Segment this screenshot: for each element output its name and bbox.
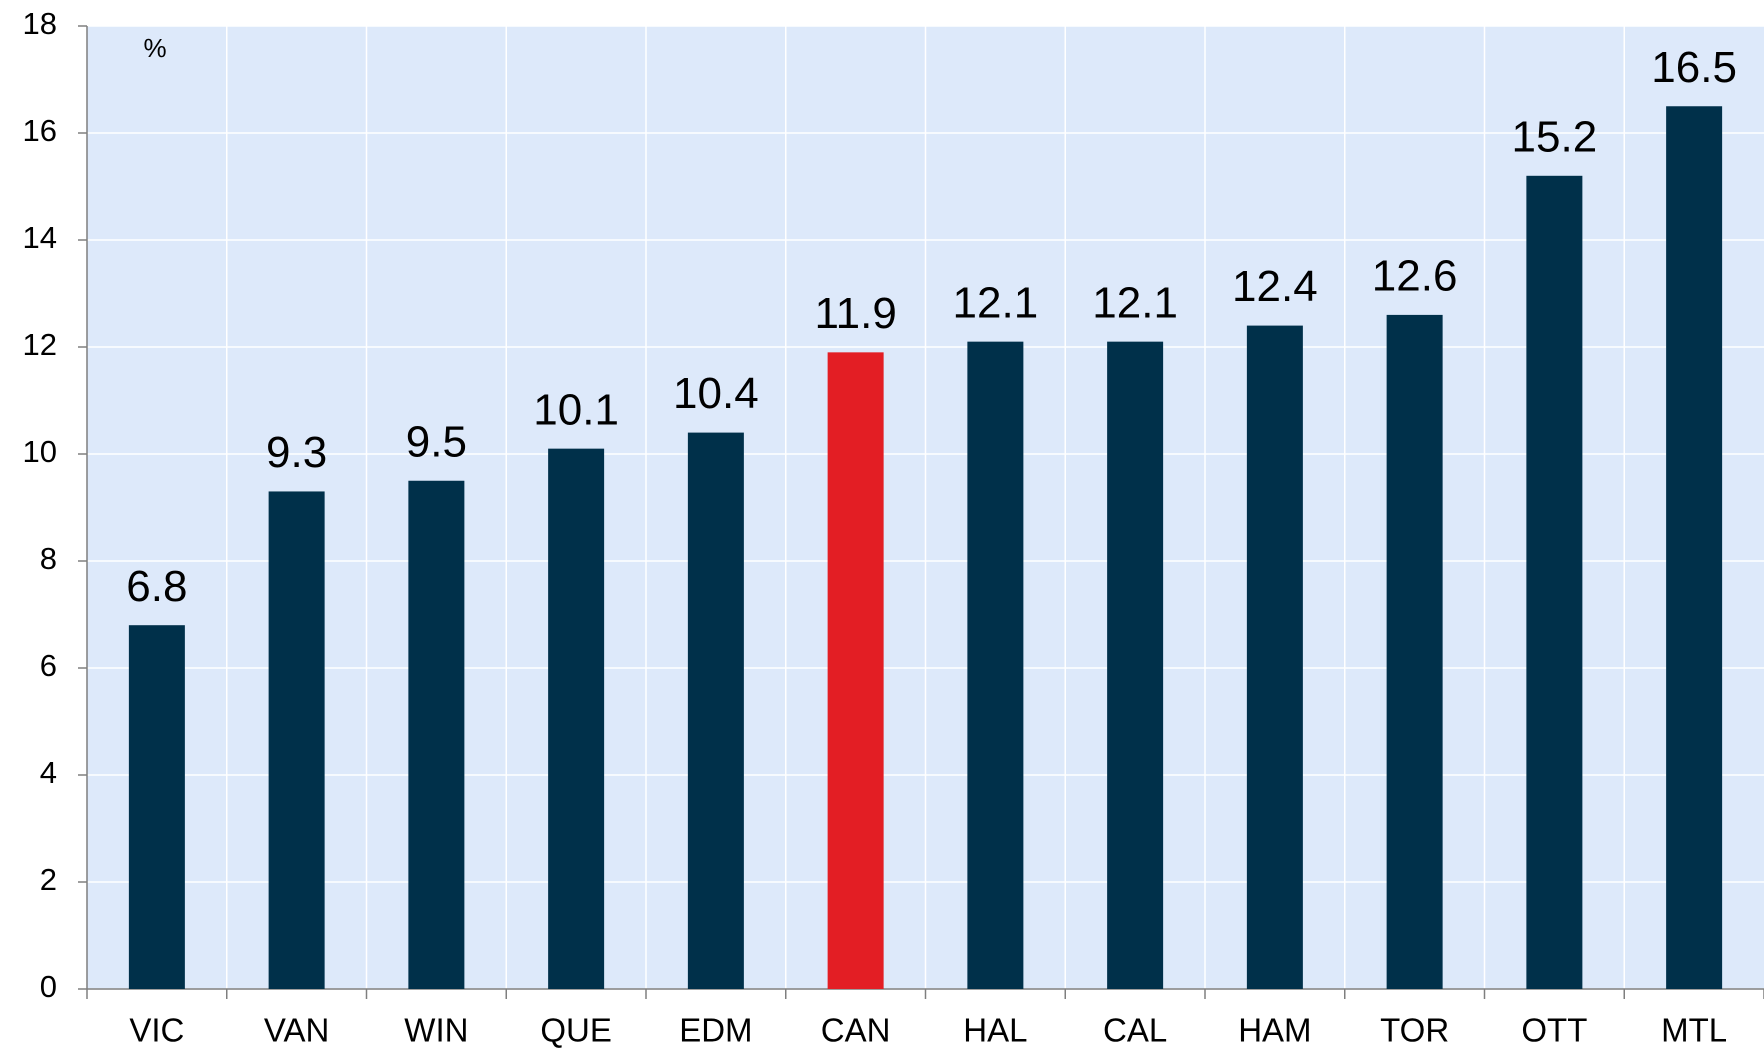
bar bbox=[1107, 341, 1164, 989]
x-tick-label: CAN bbox=[821, 1012, 891, 1049]
x-tick-label: MTL bbox=[1661, 1012, 1727, 1049]
x-tick-label: CAL bbox=[1103, 1012, 1167, 1049]
bar bbox=[967, 341, 1024, 989]
y-tick-label: 0 bbox=[40, 969, 57, 1004]
y-tick-label: 10 bbox=[23, 434, 57, 469]
value-label: 6.8 bbox=[126, 562, 187, 611]
bar bbox=[408, 480, 465, 989]
value-label: 9.5 bbox=[406, 417, 467, 466]
value-label: 12.6 bbox=[1372, 252, 1458, 301]
value-label: 11.9 bbox=[814, 289, 896, 338]
value-label: 10.1 bbox=[533, 385, 619, 434]
bar bbox=[268, 491, 325, 989]
bar bbox=[1526, 175, 1583, 990]
value-label: 12.4 bbox=[1232, 262, 1318, 311]
y-tick-label: 6 bbox=[40, 648, 57, 683]
y-tick-label: 18 bbox=[23, 6, 57, 41]
x-tick-label: QUE bbox=[540, 1012, 612, 1049]
y-tick-label: 14 bbox=[23, 220, 57, 255]
x-tick-label: EDM bbox=[679, 1012, 752, 1049]
value-label: 10.4 bbox=[673, 369, 759, 418]
unit-annotation: % bbox=[143, 33, 166, 63]
bar bbox=[827, 352, 884, 990]
bar bbox=[128, 625, 185, 989]
bar bbox=[1666, 106, 1723, 989]
value-label: 12.1 bbox=[1092, 278, 1178, 327]
bar bbox=[1246, 325, 1303, 990]
bar bbox=[687, 432, 744, 990]
x-tick-label: VAN bbox=[264, 1012, 329, 1049]
y-tick-label: 16 bbox=[23, 113, 57, 148]
value-label: 9.3 bbox=[266, 428, 327, 477]
x-tick-label: OTT bbox=[1521, 1012, 1587, 1049]
value-label: 15.2 bbox=[1512, 112, 1598, 161]
x-tick-label: HAM bbox=[1238, 1012, 1311, 1049]
value-label: 16.5 bbox=[1651, 43, 1737, 92]
x-tick-label: TOR bbox=[1380, 1012, 1449, 1049]
bar bbox=[548, 448, 605, 989]
y-tick-label: 12 bbox=[23, 327, 57, 362]
value-label: 12.1 bbox=[953, 278, 1039, 327]
x-tick-label: VIC bbox=[129, 1012, 184, 1049]
y-tick-label: 8 bbox=[40, 541, 57, 576]
bar bbox=[1386, 314, 1443, 989]
y-tick-label: 4 bbox=[40, 755, 57, 790]
x-tick-label: WIN bbox=[404, 1012, 468, 1049]
x-tick-label: HAL bbox=[963, 1012, 1027, 1049]
y-tick-label: 2 bbox=[40, 862, 57, 897]
